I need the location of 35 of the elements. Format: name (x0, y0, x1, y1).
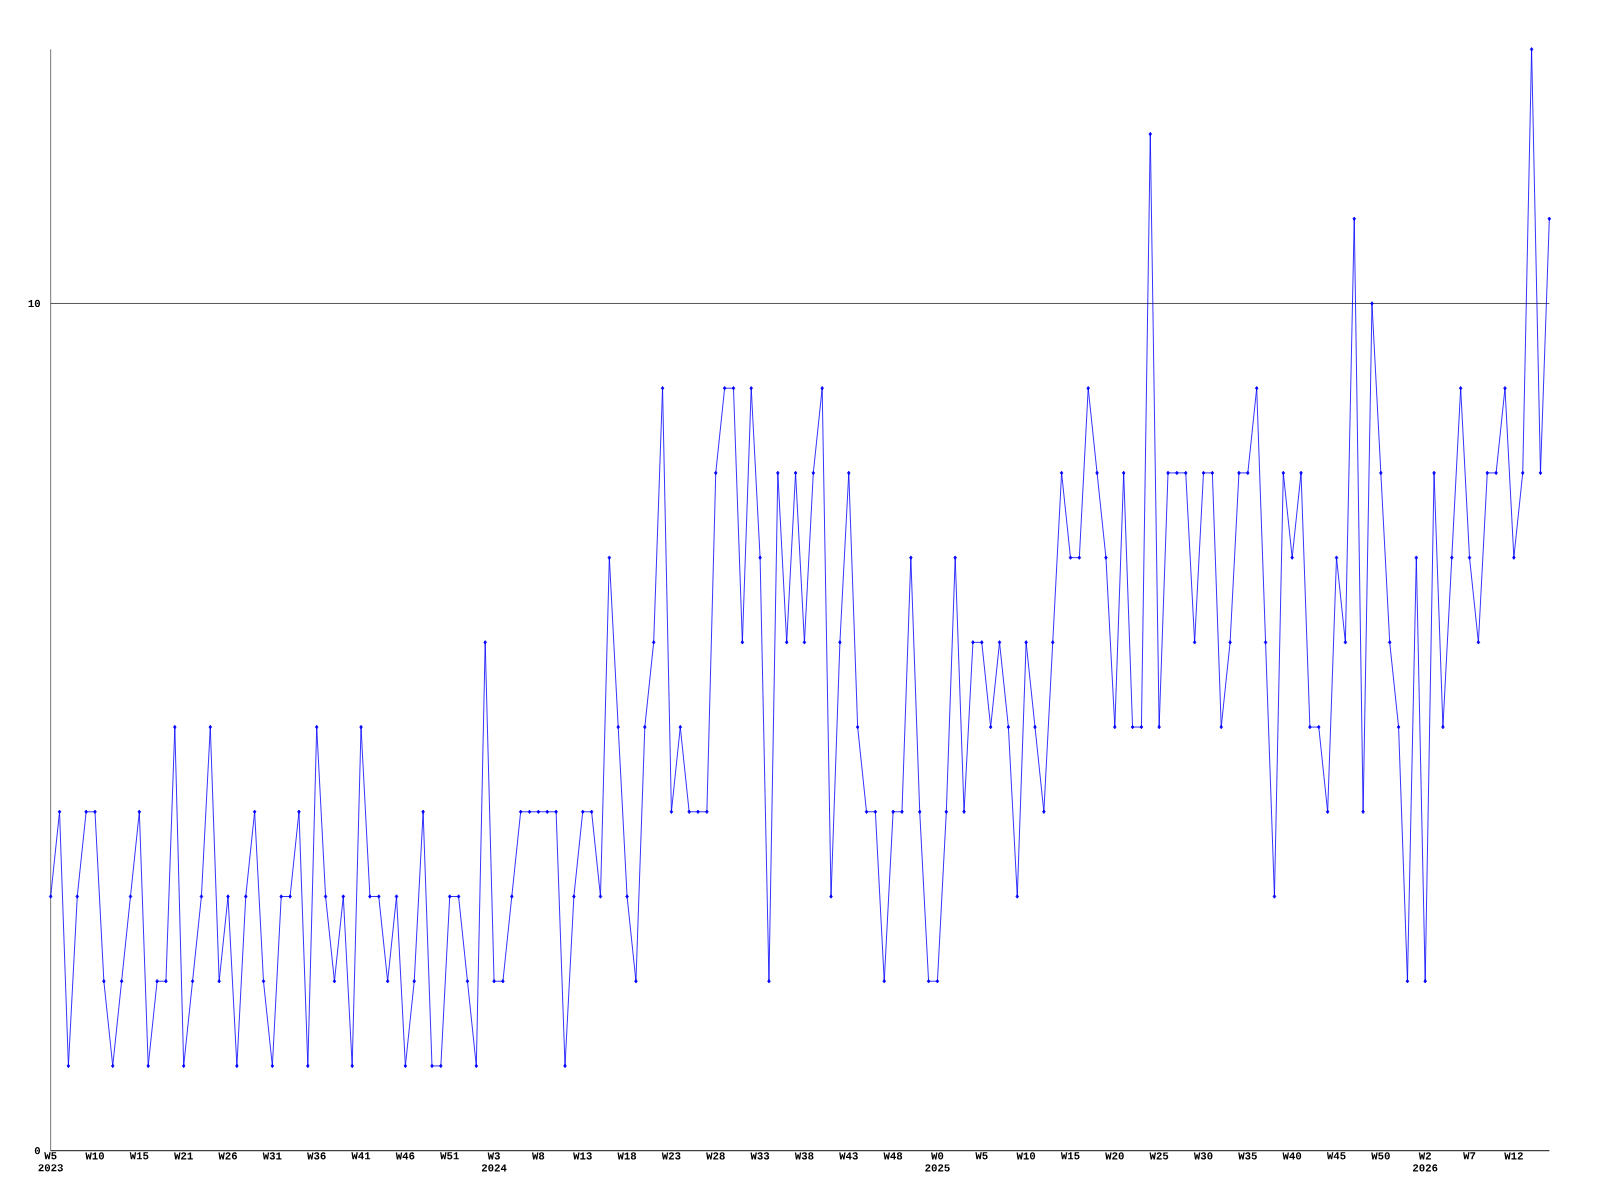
x-tick-label: W40 (1282, 1152, 1302, 1160)
x-tick-label: W7 (1463, 1152, 1476, 1160)
x-tick-label: W48 (883, 1152, 903, 1160)
x-tick-label: W5 (975, 1152, 988, 1160)
x-tick-label: W2 2026 (1413, 1152, 1438, 1172)
x-tick-label: W36 (307, 1152, 326, 1160)
x-tick-label: W51 (440, 1152, 459, 1160)
x-tick-label: W31 (262, 1152, 282, 1160)
x-tick-label: W45 (1326, 1152, 1346, 1160)
x-tick-label: W46 (395, 1152, 415, 1160)
x-tick-label: W25 (1149, 1152, 1169, 1160)
x-tick-label: W41 (351, 1152, 371, 1160)
x-tick-label: W15 (129, 1152, 149, 1160)
x-tick-label: W10 (1016, 1152, 1036, 1160)
x-tick-label: W3 2024 (481, 1152, 507, 1172)
x-tick-label: W35 (1238, 1152, 1257, 1160)
x-tick-label: W26 (218, 1152, 238, 1160)
x-tick-label: W20 (1105, 1152, 1124, 1160)
x-tick-label: W0 2025 (925, 1152, 950, 1172)
x-tick-label: W21 (174, 1152, 193, 1160)
y-tick-label: 0 (34, 1147, 41, 1155)
x-tick-label: W43 (839, 1152, 858, 1160)
x-tick-label: W30 (1193, 1152, 1213, 1160)
x-tick-label: W18 (617, 1152, 637, 1160)
x-tick-label: W50 (1371, 1152, 1390, 1160)
x-tick-label: W10 (85, 1152, 104, 1160)
x-tick-label: W28 (706, 1152, 725, 1160)
x-tick-label: W15 (1060, 1152, 1080, 1160)
x-tick-label: W23 (661, 1152, 681, 1160)
x-tick-label: W38 (794, 1152, 814, 1160)
x-tick-label: W12 (1504, 1152, 1523, 1160)
x-tick-label: W13 (573, 1152, 592, 1160)
y-tick-label: 10 (28, 299, 41, 308)
x-tick-label: W33 (750, 1152, 770, 1160)
x-tick-label: W8 (532, 1152, 545, 1160)
